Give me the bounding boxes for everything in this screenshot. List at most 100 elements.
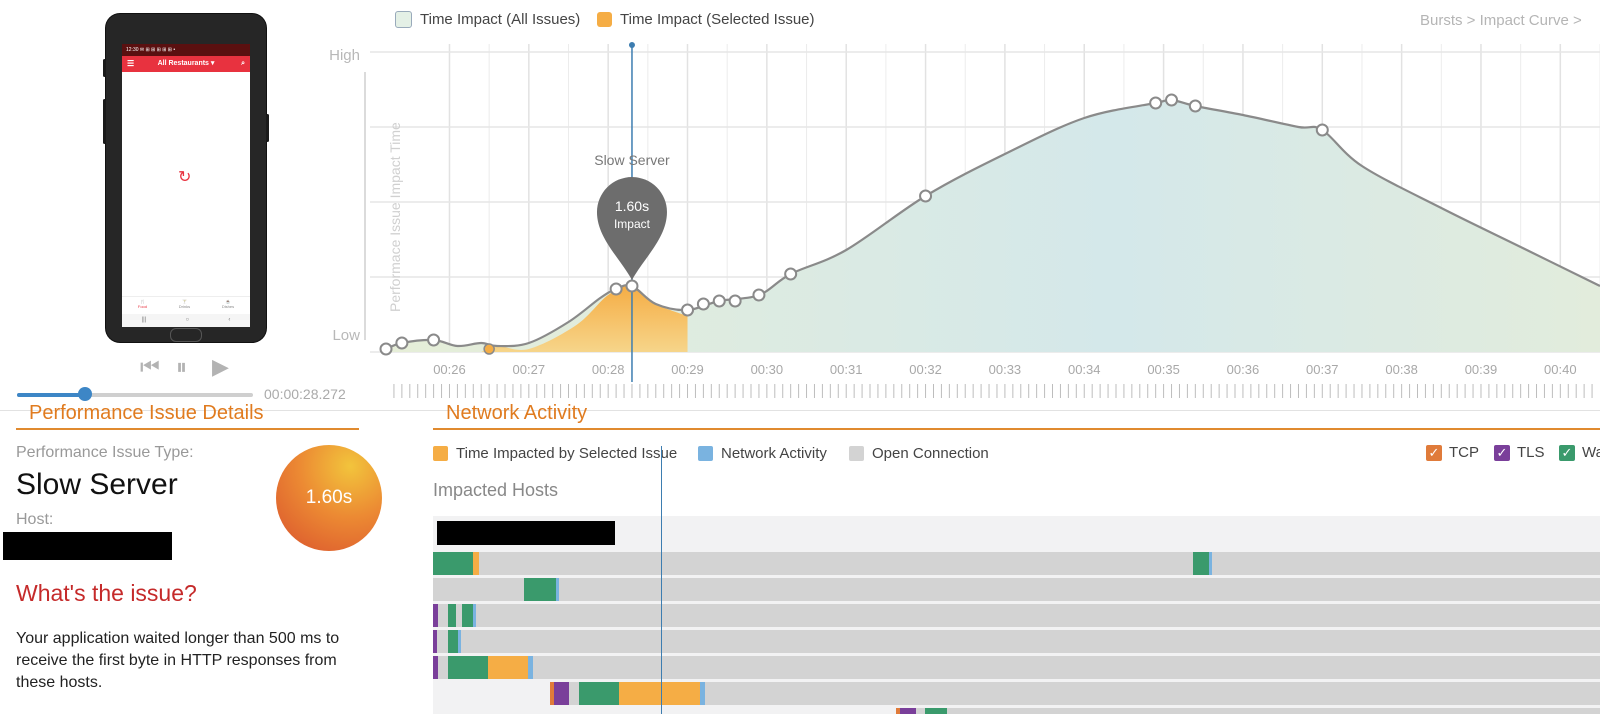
timecode: 00:00:28.272 bbox=[264, 386, 346, 402]
device-frame: 12:30 ✉ ⊞ ⊞ ⊞ ⊞ ⊞ • ☰ All Restaurants ▾ … bbox=[103, 14, 269, 342]
check-icon: ✓ bbox=[1559, 444, 1575, 461]
tab-label: Dishes bbox=[221, 304, 235, 309]
data-point bbox=[625, 279, 639, 293]
data-point bbox=[427, 333, 441, 347]
device-screen[interactable]: 12:30 ✉ ⊞ ⊞ ⊞ ⊞ ⊞ • ☰ All Restaurants ▾ … bbox=[122, 44, 250, 327]
previous-icon[interactable]: ⏮ bbox=[140, 354, 160, 379]
legend-time-impacted: Time Impacted by Selected Issue bbox=[433, 445, 677, 462]
data-point bbox=[919, 189, 933, 203]
series-selected-issue-area bbox=[481, 285, 688, 352]
x-tick-label: 00:31 bbox=[830, 362, 863, 377]
pause-icon[interactable]: ⏸ bbox=[176, 354, 188, 379]
legend-open-connection: Open Connection bbox=[849, 445, 989, 462]
issue-type-value: Slow Server bbox=[16, 468, 178, 501]
breadcrumb[interactable]: Bursts > Impact Curve > bbox=[1420, 12, 1582, 29]
scrubber-handle[interactable] bbox=[78, 387, 93, 401]
y-axis-high-label: High bbox=[330, 47, 360, 64]
series-all-issues-area bbox=[386, 99, 1600, 352]
timeline-minor-ticks bbox=[393, 384, 1593, 398]
tls-segment bbox=[554, 682, 569, 705]
y-axis-low-label: Low bbox=[332, 327, 360, 344]
host-name-redacted bbox=[437, 521, 615, 545]
cursor-handle[interactable] bbox=[628, 42, 635, 48]
open-connection-segment bbox=[550, 682, 1600, 705]
tls-segment bbox=[433, 604, 438, 627]
filter-label: TCP bbox=[1449, 444, 1479, 461]
drinks-icon: 🍸 bbox=[181, 299, 187, 304]
play-icon[interactable]: ▶ bbox=[212, 354, 229, 379]
network-section-rule bbox=[433, 428, 1600, 430]
impact-marker[interactable]: Slow Server 1.60s Impact bbox=[594, 152, 670, 280]
legend-label: Time Impact (Selected Issue) bbox=[620, 11, 815, 28]
filter-tls-checkbox[interactable]: ✓ TLS bbox=[1494, 444, 1545, 461]
x-axis-ticks: 00:26 00:27 00:28 00:29 00:30 00:31 00:32 00:33… bbox=[433, 362, 1576, 377]
data-point bbox=[728, 294, 742, 308]
bottom-tabs: 🍴 Food 🍸 Drinks ☕ Dishes bbox=[122, 296, 250, 315]
network-section-title: Network Activity bbox=[446, 402, 588, 424]
marker-pin bbox=[596, 177, 667, 280]
issue-type-label: Performance Issue Type: bbox=[16, 444, 194, 461]
filter-tcp-checkbox[interactable]: ✓ TCP bbox=[1426, 444, 1479, 461]
table-row[interactable] bbox=[433, 708, 1600, 714]
menu-icon[interactable]: ☰ bbox=[127, 59, 135, 68]
open-connection-segment bbox=[896, 708, 1600, 714]
x-tick-label: 00:36 bbox=[1227, 362, 1260, 377]
tab-dishes[interactable]: ☕ Dishes bbox=[222, 297, 234, 315]
tab-label: Drinks bbox=[178, 304, 191, 309]
data-point bbox=[1165, 93, 1179, 107]
scrubber-progress bbox=[17, 393, 86, 397]
search-icon[interactable]: ⌕ bbox=[241, 60, 245, 67]
tab-drinks[interactable]: 🍸 Drinks bbox=[179, 297, 190, 315]
marker-title: Slow Server bbox=[594, 152, 670, 168]
data-point bbox=[1149, 96, 1163, 110]
tab-food[interactable]: 🍴 Food bbox=[138, 297, 147, 315]
network-segment bbox=[700, 682, 705, 705]
wait-segment bbox=[925, 708, 947, 714]
data-point bbox=[1315, 123, 1329, 137]
network-time-cursor[interactable] bbox=[661, 446, 662, 714]
table-row[interactable] bbox=[433, 630, 1600, 653]
legend-swatch bbox=[698, 446, 713, 461]
filter-label: TLS bbox=[1517, 444, 1545, 461]
table-row[interactable] bbox=[433, 552, 1600, 575]
table-row[interactable] bbox=[433, 578, 1600, 601]
wait-segment bbox=[524, 578, 556, 601]
table-row[interactable] bbox=[433, 656, 1600, 679]
recents-icon[interactable]: ||| bbox=[141, 317, 147, 323]
check-icon: ✓ bbox=[1494, 444, 1510, 461]
system-nav-bar: ||| ○ ‹ bbox=[122, 314, 250, 327]
legend-all-issues[interactable]: Time Impact (All Issues) bbox=[395, 11, 580, 28]
x-tick-label: 00:26 bbox=[433, 362, 466, 377]
tab-label: Food bbox=[137, 304, 147, 309]
scrubber-track[interactable] bbox=[17, 393, 253, 397]
hosts-timeline[interactable] bbox=[433, 516, 1600, 714]
data-points bbox=[379, 93, 1329, 356]
table-row[interactable] bbox=[433, 682, 1600, 705]
legend-selected-issue[interactable]: Time Impact (Selected Issue) bbox=[597, 11, 815, 28]
issue-heading: What's the issue? bbox=[16, 580, 197, 606]
status-bar: 12:30 ✉ ⊞ ⊞ ⊞ ⊞ ⊞ • bbox=[122, 44, 250, 56]
data-point bbox=[784, 267, 798, 281]
back-icon[interactable]: ‹ bbox=[228, 317, 231, 323]
tls-segment bbox=[433, 656, 438, 679]
legend-label: Time Impacted by Selected Issue bbox=[456, 445, 678, 462]
x-tick-label: 00:28 bbox=[592, 362, 625, 377]
wait-segment bbox=[448, 630, 458, 653]
x-tick-label: 00:34 bbox=[1068, 362, 1101, 377]
table-row[interactable] bbox=[433, 604, 1600, 627]
wait-segment bbox=[579, 682, 619, 705]
impacted-hosts-label: Impacted Hosts bbox=[433, 480, 559, 500]
app-bar-title[interactable]: All Restaurants ▾ bbox=[157, 60, 215, 67]
home-icon[interactable]: ○ bbox=[185, 317, 190, 323]
legend-swatch bbox=[433, 446, 448, 461]
x-tick-label: 00:39 bbox=[1465, 362, 1498, 377]
x-tick-label: 00:35 bbox=[1147, 362, 1180, 377]
impact-curve-chart[interactable]: High Low Performace Issue Impact Time Sl… bbox=[330, 0, 1600, 410]
legend-network-activity: Network Activity bbox=[698, 445, 827, 462]
y-axis-title: Performace Issue Impact Time bbox=[387, 122, 403, 312]
marker-label: Impact bbox=[614, 217, 651, 231]
x-tick-label: 00:32 bbox=[909, 362, 942, 377]
food-icon: 🍴 bbox=[139, 299, 145, 304]
filter-wait-checkbox[interactable]: ✓ Wa bbox=[1559, 444, 1600, 461]
app-bar: ☰ All Restaurants ▾ ⌕ bbox=[122, 56, 250, 72]
